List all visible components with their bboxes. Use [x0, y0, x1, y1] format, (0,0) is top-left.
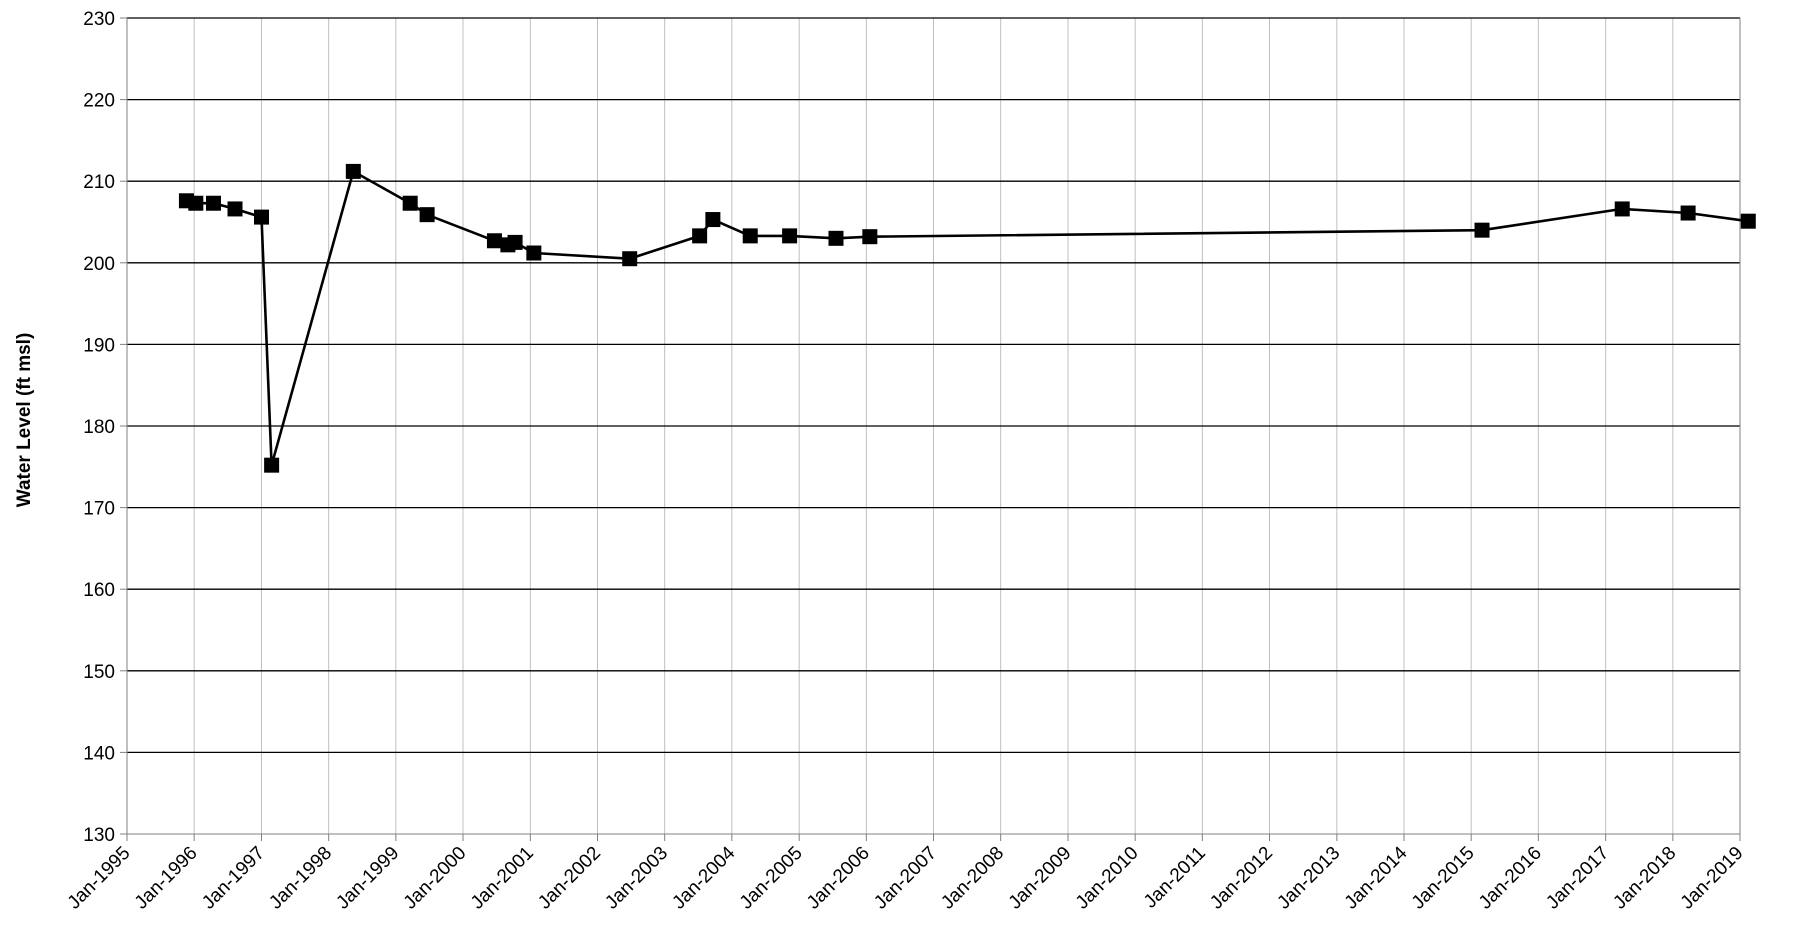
x-tick-label: Jan-2013: [1274, 843, 1345, 914]
y-tick-label: 200: [83, 254, 115, 275]
data-point: [692, 228, 708, 244]
data-point: [227, 201, 243, 217]
x-tick-label: Jan-1998: [265, 843, 336, 914]
data-point: [1474, 222, 1490, 238]
data-point: [486, 233, 502, 249]
data-point: [705, 212, 721, 228]
data-point: [507, 234, 523, 250]
data-point: [188, 195, 204, 211]
data-point: [828, 230, 844, 246]
y-tick-label: 160: [83, 580, 115, 601]
x-tick-label: Jan-2018: [1609, 843, 1680, 914]
x-tick-label: Jan-2015: [1408, 843, 1479, 914]
x-tick-label: Jan-2000: [400, 843, 471, 914]
data-point: [526, 245, 542, 261]
data-point: [1740, 213, 1756, 229]
data-point: [419, 207, 435, 223]
x-tick-label: Jan-2019: [1677, 843, 1748, 914]
data-point: [862, 229, 878, 245]
series: [178, 163, 1756, 473]
x-tick-label: Jan-2010: [1072, 843, 1143, 914]
x-tick-label: Jan-1995: [64, 843, 135, 914]
x-tick-label: Jan-2012: [1206, 843, 1277, 914]
y-tick-label: 220: [83, 91, 115, 112]
y-tick-label: 140: [83, 743, 115, 764]
y-axis-ticks: 130 140 150 160 170 180 190 200 210 220 230: [83, 9, 127, 846]
x-tick-label: Jan-2009: [1005, 843, 1076, 914]
data-point: [782, 228, 798, 244]
x-tick-label: Jan-1997: [198, 843, 269, 914]
x-tick-label: Jan-2004: [668, 842, 739, 913]
data-point: [345, 163, 361, 179]
x-tick-label: Jan-2011: [1140, 843, 1210, 913]
x-tick-label: Jan-2001: [467, 843, 538, 914]
x-tick-label: Jan-1999: [332, 843, 403, 914]
y-tick-label: 210: [83, 172, 115, 193]
data-point: [205, 195, 221, 211]
y-tick-label: 180: [83, 417, 115, 438]
x-tick-label: Jan-2003: [601, 843, 672, 914]
data-point: [402, 195, 418, 211]
data-point: [622, 251, 638, 267]
data-point: [254, 209, 270, 225]
data-point: [264, 457, 280, 473]
y-tick-label: 230: [83, 9, 115, 30]
y-tick-label: 170: [83, 499, 115, 520]
x-tick-label: Jan-2014: [1341, 842, 1412, 913]
x-axis-ticks: Jan-1995Jan-1996Jan-1997Jan-1998Jan-1999…: [64, 834, 1748, 914]
y-tick-label: 150: [83, 662, 115, 683]
x-tick-label: Jan-2016: [1475, 843, 1546, 914]
x-tick-label: Jan-1996: [131, 843, 202, 914]
data-point: [742, 228, 758, 244]
x-tick-label: Jan-2008: [937, 843, 1008, 914]
y-tick-label: 190: [83, 335, 115, 356]
x-tick-label: Jan-2002: [534, 843, 605, 914]
data-point: [1614, 201, 1630, 217]
x-tick-label: Jan-2017: [1542, 843, 1613, 914]
x-tick-label: Jan-2005: [736, 843, 807, 914]
data-point: [1680, 205, 1696, 221]
x-tick-label: Jan-2007: [870, 843, 941, 914]
x-tick-label: Jan-2006: [803, 843, 874, 914]
grid: [126, 17, 1741, 834]
y-axis-title: Water Level (ft msl): [14, 333, 35, 508]
y-tick-label: 130: [83, 825, 115, 846]
